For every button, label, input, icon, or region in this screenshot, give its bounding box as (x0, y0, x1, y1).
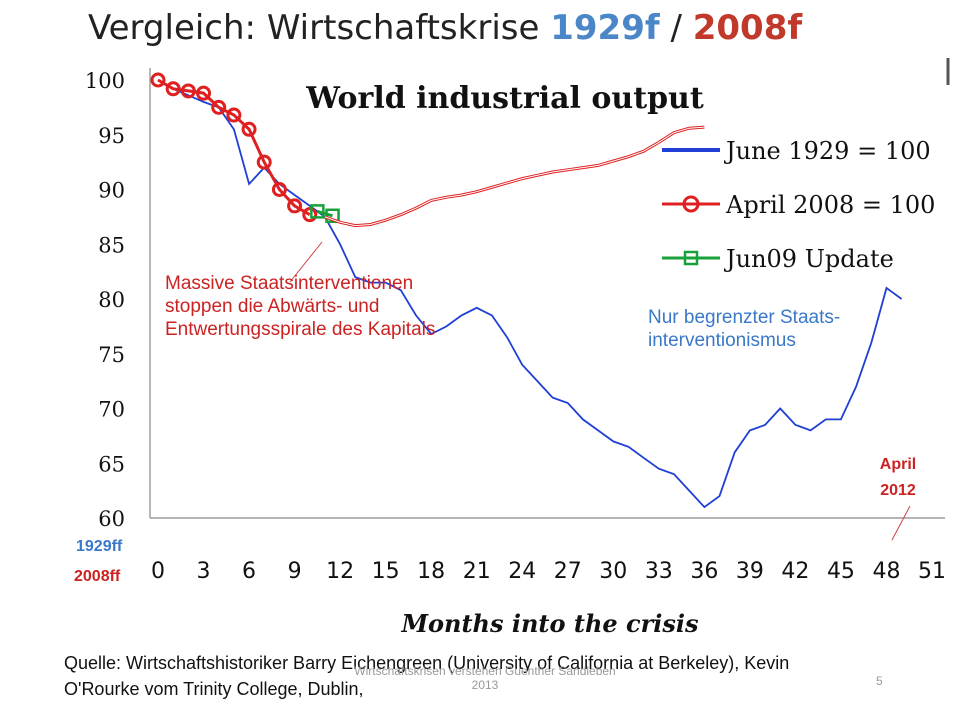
x-axis-label: Months into the crisis (400, 609, 699, 638)
x-tick-label: 33 (645, 559, 673, 584)
slide-footer: Wirtschaftskrisen verstehen Guenther San… (354, 664, 616, 692)
series-update-point (310, 204, 325, 219)
x-tick-label: 18 (417, 559, 445, 584)
series-2008-point (150, 72, 166, 88)
title-text: Vergleich: Wirtschaftskrise (88, 8, 551, 48)
series-2008-point (211, 99, 227, 115)
x-tick-label: 51 (918, 559, 946, 584)
legend-entry: June 1929 = 100 (723, 137, 931, 165)
x-tick-labels: 0 3 6 9 12 15 18 21 24 27 30 33 36 39 42 45 48 51 (151, 559, 946, 584)
y-tick-label: 70 (98, 398, 125, 422)
y-tick-label: 60 (98, 507, 125, 531)
series-2008-point (271, 182, 287, 197)
legend-marker (682, 195, 700, 213)
legend-entry: April 2008 = 100 (725, 191, 935, 219)
series-2008-point (256, 154, 272, 170)
x-tick-label: 21 (463, 559, 491, 584)
x-tick-label: 45 (827, 559, 855, 584)
x-tick-label: 24 (508, 559, 536, 584)
title-year-2008: 2008f (692, 8, 803, 48)
y-tick-label: 80 (98, 288, 125, 312)
y-tick-label: 90 (98, 179, 125, 203)
series-2008-point (226, 107, 242, 123)
series-update-line (316, 209, 333, 218)
y-tick-label: 100 (85, 69, 125, 93)
axis-note-2008: 2008ff (74, 568, 121, 585)
annotation-limited-intervention: Nur begrenzter Staats-interventionismus (648, 307, 841, 351)
x-tick-label: 27 (554, 559, 582, 584)
slide-title: Vergleich: Wirtschaftskrise 1929f / 2008… (88, 8, 802, 48)
year-label: 2012 (880, 482, 916, 499)
title-year-1929: 1929f (550, 8, 660, 48)
title-separator: / (659, 8, 693, 48)
april-label: April (879, 456, 917, 473)
y-tick-label: 95 (98, 124, 125, 148)
y-tick-labels: 60 65 70 75 80 85 90 95 100 (85, 69, 125, 531)
x-tick-label: 42 (781, 559, 809, 584)
y-tick-label: 75 (98, 343, 125, 367)
chart-title: World industrial output (305, 81, 704, 116)
x-tick-label: 30 (599, 559, 627, 584)
legend: June 1929 = 100 April 2008 = 100 Jun09 Upd… (662, 137, 935, 273)
x-tick-label: 39 (736, 559, 764, 584)
x-tick-label: 48 (872, 559, 900, 584)
page-number: 5 (876, 674, 883, 688)
annotation-arrow-left (289, 241, 323, 283)
series-2008-point (180, 83, 196, 99)
x-tick-label: 6 (242, 559, 256, 584)
axis-note-1929: 1929ff (76, 538, 123, 555)
x-tick-label: 3 (197, 559, 211, 584)
series-2008-point (302, 207, 318, 223)
series-1929-line (157, 79, 903, 509)
april-2012-label: April 2012 (858, 452, 938, 504)
y-tick-label: 85 (98, 233, 125, 257)
x-tick-label: 36 (690, 559, 718, 584)
series-2008-point (196, 85, 212, 101)
series-2008-point (241, 121, 257, 137)
source-citation: Quelle: Wirtschaftshistoriker Barry Eich… (64, 653, 790, 699)
x-tick-label: 15 (372, 559, 400, 584)
series-2008-point (287, 198, 303, 214)
x-tick-label: 9 (288, 559, 302, 584)
y-tick-label: 65 (98, 452, 125, 476)
x-tick-label: 0 (151, 559, 165, 584)
annotation-state-intervention: Massive Staatsinterventionen stoppen die… (165, 273, 436, 340)
annotation-arrow-april (891, 505, 911, 541)
series-update-point (325, 208, 340, 224)
series-layer (150, 72, 903, 509)
legend-entry: Jun09 Update (723, 245, 894, 273)
series-2008-recovery-line (324, 126, 705, 227)
x-tick-label: 12 (326, 559, 354, 584)
legend-marker (683, 250, 699, 266)
series-2008-point (165, 81, 181, 97)
